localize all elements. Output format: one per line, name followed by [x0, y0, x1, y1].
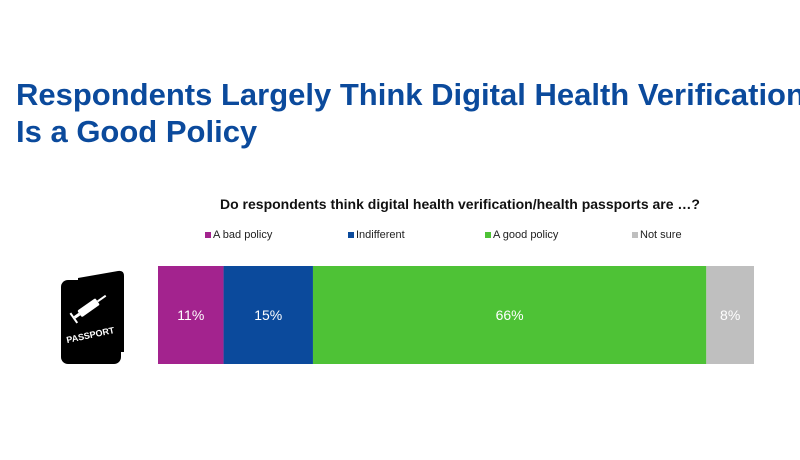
data-label: 8%	[720, 307, 740, 323]
legend-item: Not sure	[632, 229, 682, 241]
bar-segment	[312, 266, 707, 364]
legend-label: A good policy	[493, 229, 559, 241]
legend-item: A good policy	[485, 229, 558, 241]
bar-segment	[223, 266, 313, 364]
stacked-bar: 11% 15% 66% 8%	[158, 266, 754, 364]
legend-item: A bad policy	[205, 229, 272, 241]
data-label: 11%	[177, 307, 204, 323]
page-title: Respondents Largely Think Digital Health…	[16, 76, 800, 150]
legend-item: Indifferent	[348, 229, 405, 241]
legend-label: Not sure	[640, 229, 682, 241]
legend-swatch	[348, 232, 354, 238]
title-line-2: Is a Good Policy	[16, 114, 258, 149]
title-line-1: Respondents Largely Think Digital Health…	[16, 77, 800, 112]
legend-label: A bad policy	[213, 229, 273, 241]
chart-subtitle: Do respondents think digital health veri…	[220, 196, 700, 212]
passport-icon: PASSPORT	[61, 270, 124, 364]
legend-swatch	[205, 232, 211, 238]
legend-swatch	[632, 232, 638, 238]
bar-segment	[706, 266, 754, 364]
chart-legend: A bad policy Indifferent A good policy Not …	[0, 229, 800, 245]
legend-swatch	[485, 232, 491, 238]
bar-segment	[158, 266, 224, 364]
data-label: 66%	[496, 307, 524, 323]
legend-label: Indifferent	[356, 229, 405, 241]
data-label: 15%	[254, 307, 282, 323]
